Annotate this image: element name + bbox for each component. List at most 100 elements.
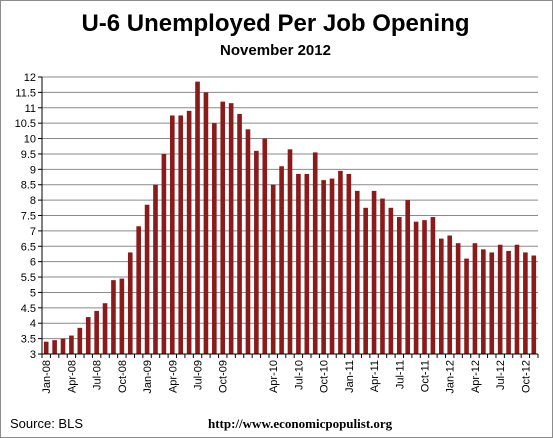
bar-sep-09 — [212, 123, 217, 355]
y-tick-label: 4 — [30, 318, 36, 330]
bar-sep-10 — [312, 152, 318, 354]
y-tick-label: 11 — [25, 103, 36, 115]
bar-jun-09 — [186, 110, 192, 354]
x-tick-label: Oct-09 — [218, 360, 230, 393]
bar-jun-12 — [489, 252, 495, 354]
bar-sep-08 — [111, 280, 116, 354]
bar-jul-10 — [296, 173, 301, 354]
y-tick-label: 9.5 — [21, 149, 36, 161]
bar-jan-09 — [144, 204, 150, 354]
y-tick-label: 8 — [30, 195, 36, 207]
y-tick-label: 12 — [24, 72, 36, 84]
bar-oct-11 — [422, 220, 427, 354]
bars — [43, 81, 537, 355]
bar-jan-12 — [447, 235, 453, 354]
x-tick-label: Oct-11 — [420, 360, 432, 392]
bar-aug-10 — [304, 173, 310, 354]
bar-mar-09 — [161, 153, 167, 354]
bar-may-12 — [481, 249, 486, 354]
bar-oct-08 — [119, 278, 125, 354]
x-tick-label: Apr-10 — [268, 360, 280, 393]
bar-mar-12 — [464, 258, 469, 354]
bar-jan-11 — [346, 173, 352, 354]
bar-jan-10 — [245, 129, 251, 354]
y-tick-label: 9 — [30, 164, 36, 176]
x-tick-label: Jan-09 — [142, 360, 154, 394]
bar-jan-08 — [43, 341, 49, 354]
bar-dec-11 — [439, 238, 444, 354]
y-tick-label: 7.5 — [21, 211, 36, 223]
bar-apr-09 — [169, 115, 175, 354]
bar-mar-11 — [363, 207, 368, 354]
y-tick-label: 10.5 — [15, 118, 36, 130]
source-note: Source: BLS — [10, 416, 83, 431]
bar-feb-08 — [52, 340, 57, 354]
bar-aug-09 — [203, 92, 209, 354]
y-tick-label: 6.5 — [21, 241, 36, 253]
x-tick-label: Jul-08 — [92, 360, 104, 390]
x-tick-label: Apr-11 — [369, 360, 381, 392]
y-tick-label: 4.5 — [21, 303, 36, 315]
y-tick-label: 10 — [24, 134, 36, 146]
x-tick-label: Apr-12 — [470, 360, 482, 393]
x-tick-label: Jan-12 — [445, 360, 457, 394]
x-tick-label: Jul-11 — [394, 360, 406, 389]
x-tick-label: Oct-10 — [319, 360, 331, 393]
bar-apr-10 — [270, 184, 276, 354]
bar-may-10 — [279, 166, 284, 354]
bar-nov-10 — [329, 178, 335, 354]
bar-aug-12 — [506, 250, 511, 354]
y-tick-label: 6 — [30, 257, 36, 269]
y-tick-label: 8.5 — [21, 180, 36, 192]
bar-apr-08 — [69, 335, 74, 354]
bar-feb-10 — [254, 150, 259, 354]
bar-nov-11 — [430, 217, 436, 354]
bar-may-09 — [178, 115, 184, 354]
bar-jul-08 — [94, 310, 99, 354]
bar-jul-09 — [195, 81, 200, 354]
y-tick-label: 3.5 — [21, 334, 36, 346]
bar-may-08 — [77, 327, 83, 354]
bar-feb-12 — [455, 243, 461, 354]
x-tick-label: Jul-12 — [495, 360, 507, 390]
bar-aug-08 — [102, 303, 108, 354]
bar-may-11 — [380, 198, 385, 354]
bar-jul-12 — [497, 244, 503, 354]
bar-aug-11 — [405, 200, 411, 354]
x-tick-label: Apr-08 — [66, 360, 78, 393]
bar-nov-12 — [531, 255, 537, 354]
y-tick-label: 5.5 — [21, 272, 36, 284]
y-tick-label: 7 — [30, 226, 36, 238]
bar-apr-11 — [371, 190, 377, 354]
x-tick-label: Jan-11 — [344, 360, 356, 393]
bar-dec-08 — [136, 226, 141, 354]
bar-dec-10 — [338, 170, 343, 354]
bar-jun-11 — [388, 207, 394, 354]
y-tick-label: 5 — [30, 287, 36, 299]
bar-dec-09 — [237, 113, 242, 354]
x-tick-label: Oct-08 — [117, 360, 129, 393]
x-tick-label: Jul-10 — [293, 360, 305, 390]
bar-jun-10 — [287, 149, 293, 354]
bar-jul-11 — [396, 217, 402, 354]
bar-mar-08 — [60, 338, 66, 354]
bar-apr-12 — [472, 243, 478, 354]
chart-title: U-6 Unemployed Per Job Opening — [81, 10, 470, 37]
bar-feb-09 — [153, 184, 158, 354]
bar-mar-10 — [262, 138, 268, 354]
bar-nov-08 — [127, 252, 133, 354]
bar-oct-12 — [523, 252, 528, 354]
bar-oct-09 — [220, 101, 226, 354]
bar-jun-08 — [85, 317, 91, 354]
x-tick-labels: Jan-08 Apr-08 Jul-08 Oct-08 Jan-09 Apr-09 Jul-… — [41, 360, 532, 394]
x-tick-label: Jan-08 — [41, 360, 53, 394]
bar-sep-11 — [413, 221, 419, 354]
chart-subtitle: November 2012 — [220, 42, 331, 59]
x-tick-label: Apr-09 — [167, 360, 179, 393]
y-tick-label: 11.5 — [15, 87, 36, 99]
axes — [38, 76, 539, 358]
x-tick-label: Oct-12 — [520, 360, 532, 393]
bar-nov-09 — [228, 103, 234, 355]
y-tick-label: 3 — [30, 349, 36, 361]
